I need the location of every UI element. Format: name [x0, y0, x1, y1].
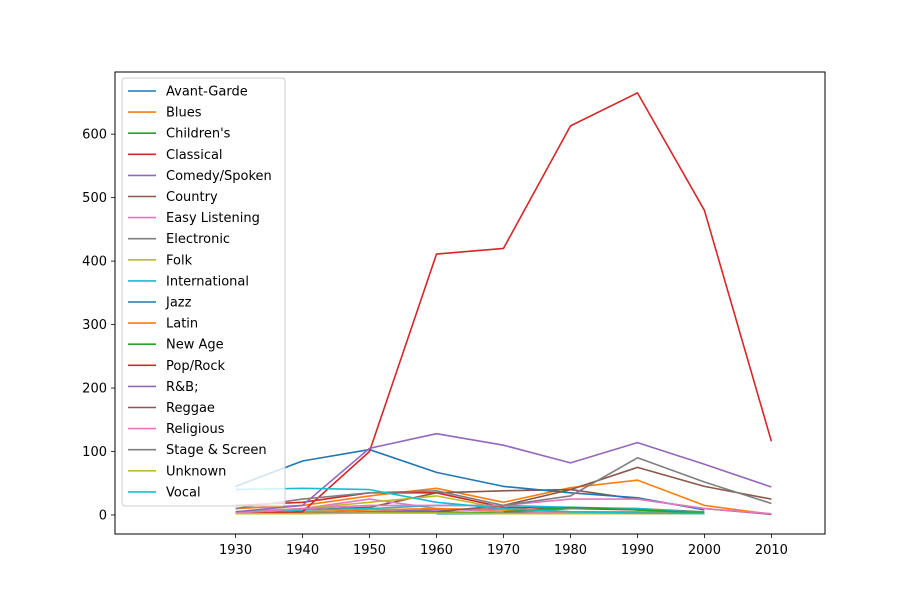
series-line-18: [235, 512, 705, 515]
legend-entry: International: [128, 274, 249, 289]
legend-label: Easy Listening: [166, 211, 260, 226]
legend-label: R&B;: [166, 380, 198, 395]
series-line-14: [235, 432, 772, 513]
legend-label: Country: [166, 190, 218, 205]
y-tick-label: 400: [82, 255, 107, 270]
legend-entry: Country: [128, 190, 218, 205]
legend-entry: Jazz: [128, 296, 192, 311]
x-tick-label: 1940: [286, 543, 319, 558]
legend-label: Stage & Screen: [166, 443, 267, 458]
series-line-17: [235, 457, 772, 510]
x-tick-label: 2010: [755, 543, 788, 558]
legend-label: Electronic: [166, 232, 230, 247]
legend-entry: Electronic: [128, 232, 230, 247]
series-line-10: [235, 448, 705, 511]
legend-entry: Comedy/Spoken: [128, 169, 272, 184]
legend-entry: Classical: [128, 148, 223, 163]
y-tick-label: 500: [82, 191, 107, 206]
x-axis: 1930 1940 1950 1960 1970 1980 1990 2000 2010: [219, 534, 788, 558]
series-line-1: [235, 479, 772, 516]
x-tick-label: 1930: [219, 543, 252, 558]
legend-label: New Age: [166, 338, 224, 353]
legend-entry: Blues: [128, 106, 202, 121]
legend: Avant-Garde Blues Children's Classical Comed…: [121, 77, 286, 507]
legend-entry: Easy Listening: [128, 211, 260, 226]
legend-label: Religious: [166, 422, 225, 437]
y-tick-label: 100: [82, 445, 107, 460]
series-line-13: [235, 92, 773, 515]
legend-label: Folk: [166, 253, 193, 268]
legend-label: Latin: [166, 317, 198, 332]
x-tick-label: 1980: [554, 543, 587, 558]
legend-entry: Latin: [128, 317, 198, 332]
x-tick-label: 1950: [353, 543, 386, 558]
legend-label: Avant-Garde: [166, 85, 248, 100]
legend-label: Comedy/Spoken: [166, 169, 272, 184]
legend-entry: Unknown: [128, 464, 226, 479]
legend-label: Reggae: [166, 401, 215, 416]
legend-label: Blues: [166, 106, 202, 121]
legend-label: Jazz: [165, 296, 192, 311]
legend-label: Children's: [166, 127, 231, 142]
x-tick-label: 2000: [688, 543, 721, 558]
legend-entry: R&B;: [128, 380, 198, 395]
series-line-15: [436, 466, 772, 513]
legend-entry: Avant-Garde: [128, 85, 248, 100]
y-axis: 0 100 200 300 400 500 600: [82, 128, 115, 523]
plot-lines: [235, 92, 773, 516]
legend-entry: Reggae: [128, 401, 215, 416]
plot-frame: [114, 71, 826, 535]
x-tick-label: 1990: [621, 543, 654, 558]
series-line-19: [235, 487, 705, 515]
legend-label: Unknown: [166, 464, 226, 479]
legend-entry: New Age: [128, 338, 224, 353]
legend-entry: Religious: [128, 422, 225, 437]
y-tick-label: 200: [82, 382, 107, 397]
legend-label: Classical: [166, 148, 223, 163]
legend-entry: Folk: [128, 253, 193, 268]
y-tick-label: 0: [99, 508, 107, 523]
y-tick-label: 600: [82, 128, 107, 143]
x-tick-label: 1960: [420, 543, 453, 558]
legend-entry: Children's: [128, 127, 231, 142]
legend-entry: Pop/Rock: [128, 359, 226, 374]
legend-entry: Stage & Screen: [128, 443, 267, 458]
legend-label: Pop/Rock: [166, 359, 226, 374]
legend-box: [121, 77, 286, 507]
legend-label: International: [166, 274, 249, 289]
x-tick-label: 1970: [487, 543, 520, 558]
legend-entry: Vocal: [128, 485, 201, 500]
y-tick-label: 300: [82, 318, 107, 333]
legend-label: Vocal: [166, 485, 201, 500]
